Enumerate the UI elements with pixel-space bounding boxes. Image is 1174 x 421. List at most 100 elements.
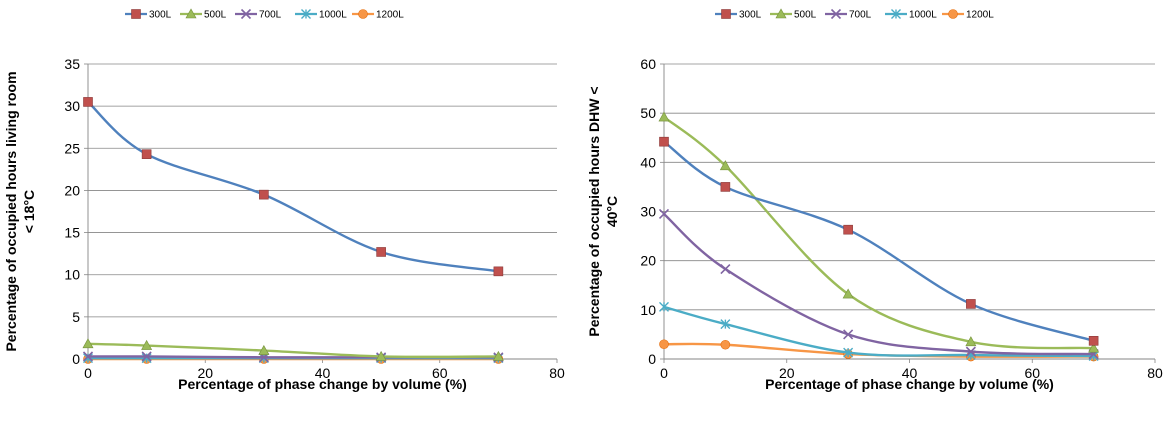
data-point — [492, 350, 504, 361]
data-point — [658, 208, 670, 220]
chart-2: 300L 500L 700L 1000L 1200L 0 10 20 30 40 50 60 0 20 40… — [586, 8, 1163, 392]
data-point — [82, 338, 94, 349]
legend-marker — [948, 9, 958, 19]
y-tick-label: 10 — [64, 267, 80, 283]
y-tick-label: 0 — [648, 351, 656, 367]
legend-item-1000L: 1000L — [295, 9, 347, 21]
x-axis-title: Percentage of phase change by volume (%) — [765, 376, 1054, 392]
legend-label: 1000L — [319, 10, 347, 21]
y-tick-label: 30 — [64, 98, 80, 114]
legend-marker — [358, 9, 368, 19]
y-tick-label: 0 — [72, 351, 80, 367]
legend-label: 500L — [204, 10, 227, 21]
legend-item-300L: 300L — [715, 9, 762, 21]
data-point — [719, 160, 731, 171]
data-point — [843, 347, 854, 358]
data-point — [843, 329, 854, 340]
y-tick-label: 20 — [64, 182, 80, 198]
data-point — [720, 182, 731, 192]
data-point — [720, 339, 731, 350]
legend-label: 1200L — [376, 10, 404, 21]
legend-marker — [721, 9, 731, 19]
x-tick-label: 0 — [660, 365, 668, 381]
y-tick-label: 25 — [64, 140, 80, 156]
series-line — [663, 140, 1094, 342]
legend-item-500L: 500L — [770, 8, 817, 21]
x-tick-label: 60 — [1024, 365, 1040, 381]
data-point — [82, 351, 94, 362]
legend-item-500L: 500L — [180, 8, 227, 21]
x-tick-label: 20 — [197, 365, 213, 381]
data-point — [658, 111, 670, 122]
legend-label: 1200L — [966, 10, 994, 21]
data-point — [965, 346, 976, 357]
legend-item-1200L: 1200L — [352, 9, 404, 21]
legend-item-700L: 700L — [235, 8, 282, 21]
x-tick-label: 40 — [902, 365, 918, 381]
y-tick-label: 15 — [64, 225, 80, 241]
series-700L — [658, 208, 1099, 360]
legend-label: 500L — [794, 10, 817, 21]
series-line — [663, 305, 1094, 358]
series-1000L — [659, 301, 1099, 362]
data-point — [659, 136, 669, 147]
legend-label: 1000L — [909, 10, 937, 21]
series-300L — [83, 97, 504, 277]
legend-item-300L: 300L — [125, 9, 172, 21]
legend-marker — [891, 9, 901, 19]
data-point — [843, 224, 853, 235]
series-line — [663, 213, 1094, 356]
y-tick-label: 35 — [64, 56, 80, 72]
x-tick-label: 0 — [84, 365, 92, 381]
legend-marker — [240, 8, 252, 20]
data-point — [375, 350, 387, 361]
data-point — [258, 344, 270, 355]
legend-item-1000L: 1000L — [885, 9, 937, 21]
y-tick-label: 60 — [640, 56, 656, 72]
x-tick-label: 80 — [549, 365, 565, 381]
data-point — [376, 247, 386, 257]
x-tick-label: 80 — [1147, 365, 1163, 381]
data-point — [720, 263, 731, 275]
series-line — [663, 116, 1094, 350]
y-tick-label: 30 — [640, 204, 656, 220]
legend-item-700L: 700L — [825, 8, 872, 21]
chart-1: 300L 500L 700L 1000L 1200L 0 5 10 15 20 25 30 35 0 20 4… — [3, 8, 565, 392]
data-point — [966, 299, 976, 309]
x-tick-label: 40 — [315, 365, 331, 381]
legend-label: 300L — [149, 10, 172, 21]
y-tick-label: 20 — [640, 253, 656, 269]
chart-2-legend: 300L 500L 700L 1000L 1200L — [715, 8, 994, 21]
y-tick-label: 40 — [640, 154, 656, 170]
data-point — [720, 319, 731, 330]
legend-item-1200L: 1200L — [942, 9, 994, 21]
data-point — [842, 288, 854, 299]
legend-marker — [830, 8, 842, 20]
chart-1-legend: 300L 500L 700L 1000L 1200L — [125, 8, 404, 21]
x-tick-label: 60 — [432, 365, 448, 381]
legend-marker — [775, 8, 787, 19]
x-axis-title: Percentage of phase change by volume (%) — [178, 376, 467, 392]
data-point — [141, 351, 152, 362]
series-500L — [658, 111, 1100, 353]
legend-marker — [185, 8, 197, 19]
x-tick-label: 20 — [779, 365, 795, 381]
y-tick-label: 50 — [640, 105, 656, 121]
data-point — [659, 339, 669, 350]
legend-label: 300L — [739, 10, 762, 21]
data-point — [141, 353, 152, 364]
legend-label: 700L — [849, 10, 872, 21]
y-axis-title: < 18°C — [21, 190, 37, 233]
legend-marker — [131, 9, 141, 19]
series-line — [87, 101, 499, 273]
y-axis-title: 40°C — [604, 196, 620, 227]
data-point — [83, 353, 93, 364]
legend-marker — [301, 9, 311, 19]
data-point — [965, 336, 977, 347]
series-300L — [659, 136, 1099, 346]
data-point — [141, 339, 153, 350]
legend-label: 700L — [259, 10, 282, 21]
data-point — [659, 301, 669, 312]
